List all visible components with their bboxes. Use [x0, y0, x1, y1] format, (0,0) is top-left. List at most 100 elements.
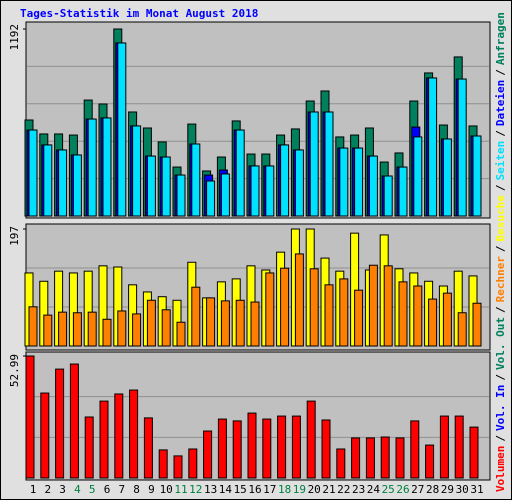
- x-tick-label: 10: [160, 483, 173, 496]
- bar: [232, 420, 242, 479]
- legend-separator: /: [494, 435, 507, 442]
- bar: [220, 300, 230, 347]
- bar: [176, 174, 186, 217]
- bar: [58, 149, 68, 217]
- x-tick-label: 28: [426, 483, 439, 496]
- bar: [413, 285, 423, 347]
- legend-separator: /: [494, 69, 507, 76]
- bar: [43, 314, 53, 347]
- bar: [235, 129, 245, 217]
- x-tick-label: 8: [133, 483, 140, 496]
- bar: [173, 455, 183, 479]
- legend: Volumen / Vol. In / Vol. Out / Rechner / Besuche…: [494, 12, 507, 492]
- bar: [206, 297, 216, 347]
- legend-entry: Besuche: [494, 195, 507, 242]
- bar: [309, 268, 319, 347]
- bar: [143, 417, 153, 479]
- legend-entry: Seiten: [494, 141, 507, 181]
- legend-separator: /: [494, 245, 507, 252]
- bar: [43, 144, 53, 217]
- bar: [102, 318, 112, 347]
- bar: [72, 154, 82, 217]
- bar: [457, 78, 467, 217]
- legend-separator: /: [494, 374, 507, 381]
- bar: [472, 302, 482, 347]
- bar: [309, 111, 319, 217]
- bar: [383, 265, 393, 347]
- bar: [117, 310, 127, 347]
- bar: [428, 77, 438, 217]
- bar: [161, 156, 171, 217]
- x-tick-label: 25: [382, 483, 395, 496]
- legend-entry: Vol. In: [494, 385, 507, 431]
- bar: [220, 173, 230, 217]
- bar: [206, 180, 216, 217]
- bar: [428, 298, 438, 347]
- bar: [469, 426, 479, 479]
- bar: [203, 430, 213, 479]
- x-tick-label: 1: [30, 483, 37, 496]
- bar: [191, 286, 201, 347]
- x-tick-label: 29: [441, 483, 454, 496]
- bar: [439, 415, 449, 479]
- legend-entry: Rechner: [494, 256, 507, 303]
- x-tick-label: 31: [470, 483, 483, 496]
- bar: [442, 292, 452, 347]
- x-tick-label: 16: [248, 483, 261, 496]
- bar: [294, 253, 304, 347]
- x-tick-label: 26: [396, 483, 409, 496]
- bar: [351, 437, 361, 479]
- bar: [410, 420, 420, 479]
- legend-separator: /: [494, 306, 507, 313]
- bar: [365, 437, 375, 479]
- bar: [58, 311, 68, 347]
- x-tick-label: 5: [89, 483, 96, 496]
- bar: [191, 143, 201, 217]
- bar: [28, 129, 38, 217]
- x-tick-label: 7: [118, 483, 125, 496]
- legend-entry: Vol. Out: [494, 317, 507, 370]
- bar: [129, 389, 139, 479]
- bar: [25, 355, 35, 479]
- bar: [380, 436, 390, 479]
- bar: [368, 264, 378, 347]
- bar: [87, 118, 97, 217]
- bar: [425, 444, 435, 479]
- bar: [146, 299, 156, 347]
- x-tick-label: 15: [234, 483, 247, 496]
- x-tick-label: 21: [322, 483, 335, 496]
- legend-entry: Volumen: [494, 446, 507, 492]
- bar: [72, 312, 82, 347]
- bar: [442, 138, 452, 217]
- x-tick-label: 2: [44, 483, 51, 496]
- legend-entry: Anfragen: [494, 12, 507, 65]
- x-tick-label: 17: [263, 483, 276, 496]
- bar: [383, 175, 393, 217]
- bar: [336, 448, 346, 479]
- plot-area: [25, 351, 491, 481]
- bar: [87, 311, 97, 347]
- x-tick-label: 12: [189, 483, 202, 496]
- bar: [117, 42, 127, 217]
- bar: [265, 165, 275, 217]
- bar: [176, 321, 186, 347]
- chart-title: Tages-Statistik im Monat August 2018: [20, 7, 258, 20]
- x-tick-label: 19: [293, 483, 306, 496]
- bar: [99, 400, 109, 479]
- bar: [250, 165, 260, 217]
- bar: [55, 368, 65, 479]
- x-tick-label: 18: [278, 483, 291, 496]
- legend-separator: /: [494, 184, 507, 191]
- x-tick-label: 3: [59, 483, 66, 496]
- bar: [69, 363, 79, 479]
- bar: [161, 309, 171, 347]
- bar: [395, 437, 405, 479]
- bar: [247, 412, 257, 479]
- x-tick-label: 23: [352, 483, 365, 496]
- bar: [40, 392, 50, 479]
- bar: [324, 111, 334, 217]
- x-tick-label: 4: [74, 483, 81, 496]
- bar: [291, 415, 301, 479]
- bar: [102, 117, 112, 217]
